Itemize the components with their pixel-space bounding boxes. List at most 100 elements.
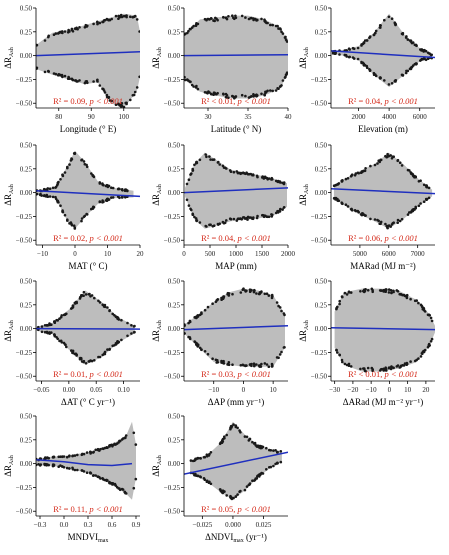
- data-point: [225, 433, 228, 437]
- stat-r2: R² = 0.11,: [53, 504, 89, 514]
- data-point: [284, 38, 288, 41]
- x-tick-label: −30: [329, 386, 340, 394]
- data-point: [221, 437, 225, 441]
- fit-line: [184, 187, 288, 194]
- data-point: [346, 205, 350, 208]
- data-point: [373, 218, 377, 221]
- stat-r2: R² = 0.05,: [201, 504, 237, 514]
- data-point: [264, 19, 267, 23]
- data-point: [235, 170, 239, 173]
- data-point: [209, 451, 213, 454]
- data-point: [281, 32, 285, 35]
- data-point: [270, 363, 274, 367]
- data-point: [226, 363, 229, 366]
- data-point: [227, 361, 231, 364]
- data-point: [253, 441, 257, 445]
- data-point: [58, 317, 61, 321]
- data-point: [75, 26, 78, 30]
- data-point: [232, 217, 236, 221]
- y-tick-label: 0.00: [20, 325, 33, 333]
- data-point: [384, 222, 387, 226]
- data-point: [360, 44, 363, 47]
- y-tick-label: −0.50: [164, 373, 181, 381]
- data-point: [390, 365, 393, 368]
- y-axis-label-sub: Ash: [9, 455, 15, 465]
- x-axis-label: Latitude (° N): [211, 124, 262, 134]
- plot-area: [36, 421, 138, 500]
- data-point: [244, 16, 247, 19]
- data-point: [59, 455, 62, 459]
- data-point: [207, 481, 211, 485]
- data-point: [279, 450, 283, 453]
- data-point: [260, 92, 263, 96]
- data-point: [283, 313, 286, 317]
- stat-r2: R² = 0.06,: [348, 233, 384, 243]
- data-point: [243, 435, 247, 438]
- data-point: [124, 196, 127, 199]
- data-point: [353, 174, 357, 177]
- data-point: [103, 91, 107, 94]
- stat-annotation: R² = 0.04, p < 0.001: [348, 96, 418, 106]
- data-point: [110, 443, 113, 447]
- data-point: [413, 62, 417, 66]
- x-tick-label: 0.0: [60, 521, 69, 529]
- data-point: [277, 356, 280, 360]
- x-tick-label: 0.000: [225, 521, 241, 529]
- x-tick-label: 0.3: [84, 521, 93, 529]
- data-point: [205, 18, 208, 22]
- fit-line: [184, 325, 288, 331]
- data-point: [51, 195, 55, 199]
- x-axis-label: MARad (MJ m⁻²): [350, 261, 415, 271]
- y-tick-label: −0.50: [311, 237, 328, 245]
- data-point: [341, 360, 344, 364]
- data-point: [253, 363, 256, 367]
- data-point: [63, 343, 67, 346]
- data-point: [108, 309, 111, 312]
- data-point: [356, 57, 360, 61]
- data-point: [131, 15, 135, 19]
- data-point: [256, 474, 260, 477]
- data-point: [70, 223, 74, 227]
- data-point: [209, 158, 212, 161]
- data-point: [413, 43, 417, 47]
- data-point: [347, 364, 351, 368]
- data-point: [37, 325, 40, 329]
- data-point: [380, 289, 383, 292]
- data-point: [117, 103, 121, 106]
- y-tick-label: 0.25: [20, 28, 33, 36]
- stat-annotation: R² < 0.01, p < 0.001: [348, 369, 418, 379]
- data-point: [72, 224, 76, 227]
- data-point: [68, 163, 71, 166]
- plot-area: [184, 287, 288, 369]
- data-point: [271, 23, 275, 27]
- data-point: [56, 319, 59, 322]
- data-point: [384, 154, 387, 158]
- data-point: [83, 214, 87, 218]
- data-point: [85, 212, 88, 216]
- x-tick-label: 2000: [281, 250, 296, 258]
- data-point: [187, 178, 191, 181]
- data-point: [135, 86, 139, 89]
- data-point: [406, 213, 410, 216]
- data-point: [426, 345, 430, 349]
- data-point: [363, 289, 367, 293]
- data-point: [114, 342, 118, 345]
- data-point: [255, 174, 259, 178]
- x-tick-label: 6000: [413, 113, 428, 121]
- data-point: [211, 357, 214, 361]
- y-tick-label: 0.00: [168, 189, 181, 197]
- data-point: [47, 70, 50, 73]
- data-point: [222, 359, 225, 363]
- data-point: [272, 464, 275, 468]
- y-tick-label: 0.00: [20, 52, 33, 60]
- data-point: [63, 313, 67, 317]
- panel-mndvi: −0.50 −0.25 0.00 0.25 0.50 −0.3 0.0 0.3 0.6 0.9 MN…: [3, 413, 141, 545]
- data-point: [229, 424, 233, 428]
- y-tick-label: 0.50: [20, 5, 33, 13]
- data-point: [269, 23, 272, 27]
- data-point: [362, 169, 366, 173]
- plot-area: [331, 13, 435, 88]
- data-point: [274, 449, 277, 452]
- data-point: [216, 361, 220, 364]
